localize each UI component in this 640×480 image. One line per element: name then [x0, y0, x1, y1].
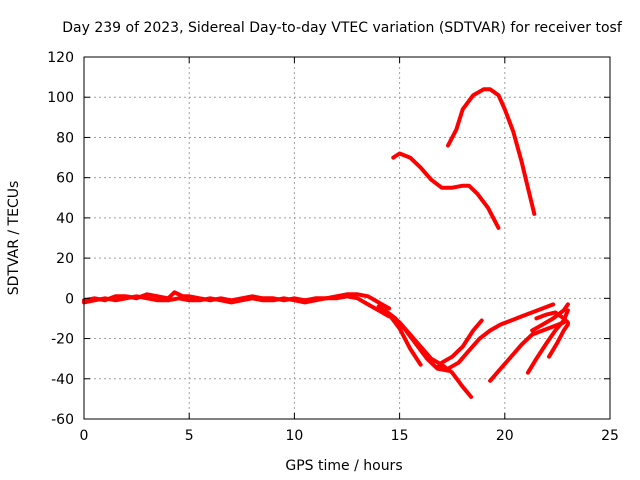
series-line-upper-1: [391, 151, 501, 230]
y-tick-label: -60: [51, 412, 74, 428]
plot-frame: [83, 56, 611, 420]
y-tick-label: -40: [51, 372, 74, 388]
x-tick-label: 25: [601, 428, 619, 444]
series-line-rise-6: [547, 322, 570, 359]
y-tick-label: 80: [56, 130, 74, 146]
x-tick-label: 0: [80, 428, 89, 444]
series-line-baseline-2: [82, 294, 392, 319]
y-tick-label: 60: [56, 171, 74, 187]
series-line-rise-1: [439, 318, 484, 365]
y-tick-label: 40: [56, 211, 74, 227]
y-tick-label: 20: [56, 251, 74, 267]
x-tick-label: 15: [391, 428, 409, 444]
y-tick-label: 120: [47, 50, 74, 66]
series-line-rise-3: [488, 320, 566, 383]
chart-title: Day 239 of 2023, Sidereal Day-to-day VTE…: [62, 20, 623, 36]
y-tick-label: 100: [47, 90, 74, 106]
y-axis-label: SDTVAR / TECUs: [6, 181, 22, 296]
series-line-upper-2: [446, 87, 537, 216]
x-tick-label: 10: [285, 428, 303, 444]
series-line-rise-2: [435, 302, 556, 371]
y-tick-label: 0: [65, 291, 74, 307]
x-tick-label: 20: [496, 428, 514, 444]
grid: [84, 57, 610, 419]
series-group: [82, 87, 570, 399]
series-line-rise-5: [530, 302, 570, 333]
series-line-drop-3: [387, 312, 474, 399]
y-tick-label: -20: [51, 332, 74, 348]
x-axis-label: GPS time / hours: [285, 458, 402, 474]
axis-ticks: 0 5 10 15 20 25 -60 -40 -20 0 20 40 60 80 100 120: [47, 50, 619, 444]
series-line-rise-7: [534, 310, 570, 325]
x-tick-label: 5: [185, 428, 194, 444]
